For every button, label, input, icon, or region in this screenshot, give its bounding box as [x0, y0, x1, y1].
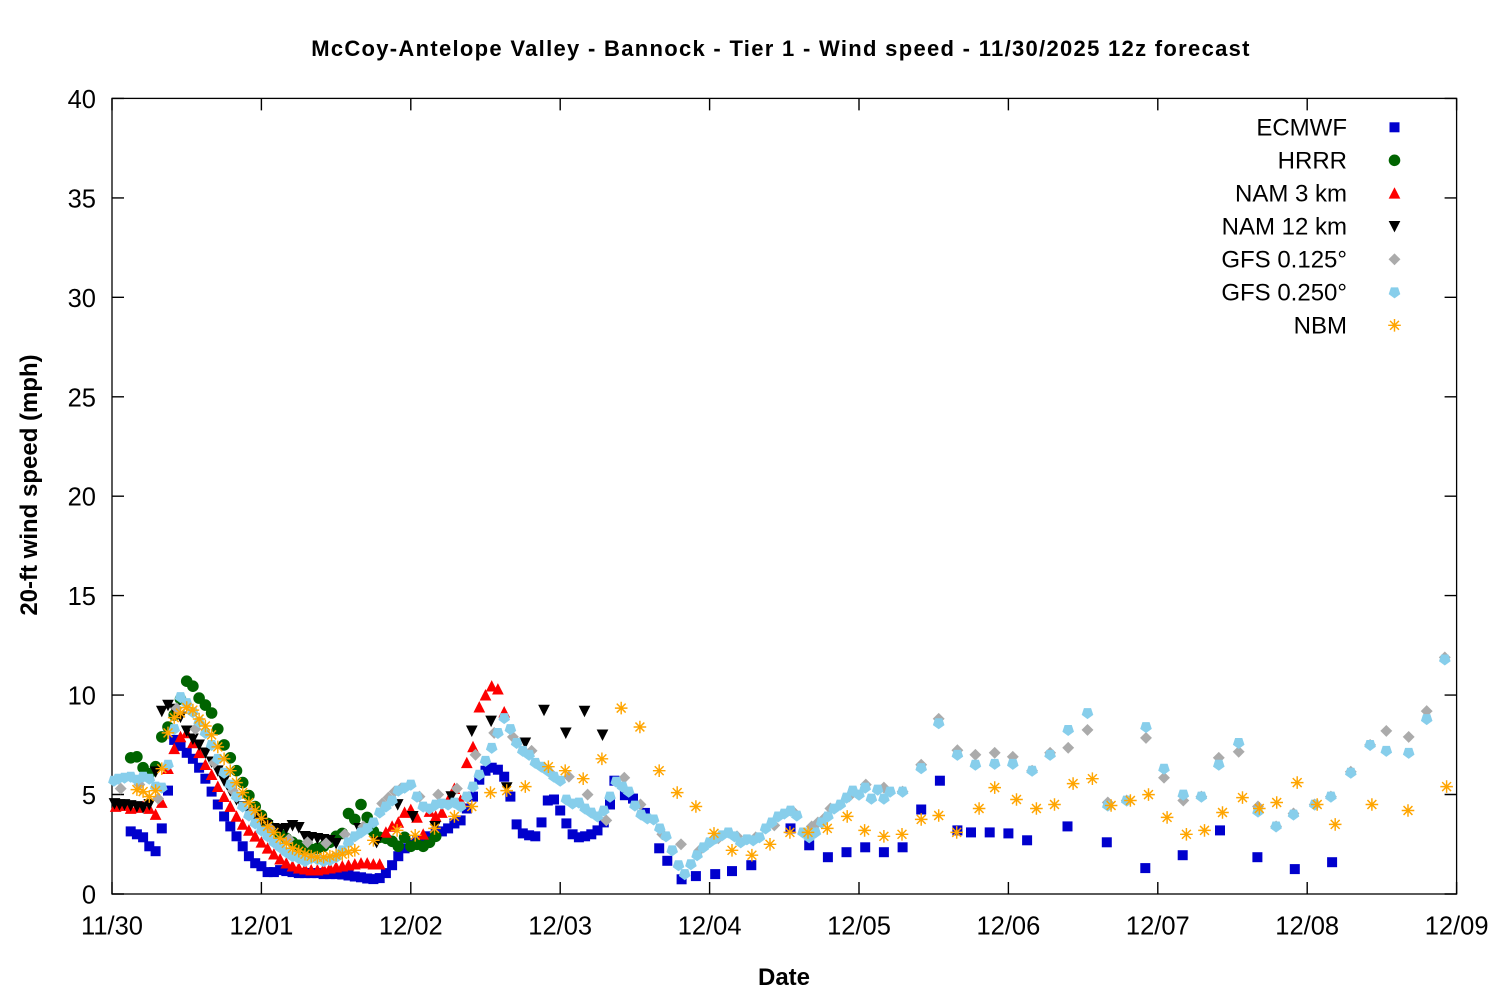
svg-text:12/01: 12/01: [229, 913, 293, 941]
svg-text:30: 30: [68, 285, 96, 313]
svg-text:5: 5: [82, 782, 96, 810]
svg-text:11/30: 11/30: [81, 913, 143, 941]
svg-text:ECMWF: ECMWF: [1256, 114, 1347, 141]
svg-text:NAM 3 km: NAM 3 km: [1235, 180, 1347, 207]
svg-text:25: 25: [68, 384, 96, 412]
svg-text:McCoy-Antelope Valley - Bannoc: McCoy-Antelope Valley - Bannock - Tier 1…: [311, 36, 1251, 61]
svg-text:12/06: 12/06: [976, 913, 1040, 941]
svg-text:20: 20: [68, 484, 96, 512]
svg-text:Date: Date: [758, 964, 810, 991]
svg-text:GFS 0.250°: GFS 0.250°: [1221, 279, 1347, 306]
svg-text:12/07: 12/07: [1126, 913, 1190, 941]
svg-text:10: 10: [68, 683, 96, 711]
svg-text:NBM: NBM: [1294, 312, 1347, 339]
svg-text:15: 15: [68, 583, 96, 611]
svg-text:20-ft wind speed (mph): 20-ft wind speed (mph): [16, 354, 43, 615]
svg-text:0: 0: [82, 882, 96, 910]
svg-text:12/04: 12/04: [678, 913, 742, 941]
svg-text:12/05: 12/05: [827, 913, 891, 941]
svg-text:12/03: 12/03: [528, 913, 592, 941]
svg-text:40: 40: [68, 86, 96, 114]
svg-text:GFS 0.125°: GFS 0.125°: [1221, 246, 1347, 273]
svg-text:35: 35: [68, 185, 96, 213]
svg-text:12/09: 12/09: [1425, 913, 1489, 941]
svg-text:HRRR: HRRR: [1278, 147, 1347, 174]
svg-text:NAM 12 km: NAM 12 km: [1222, 213, 1347, 240]
svg-text:12/02: 12/02: [379, 913, 443, 941]
svg-text:12/08: 12/08: [1275, 913, 1339, 941]
